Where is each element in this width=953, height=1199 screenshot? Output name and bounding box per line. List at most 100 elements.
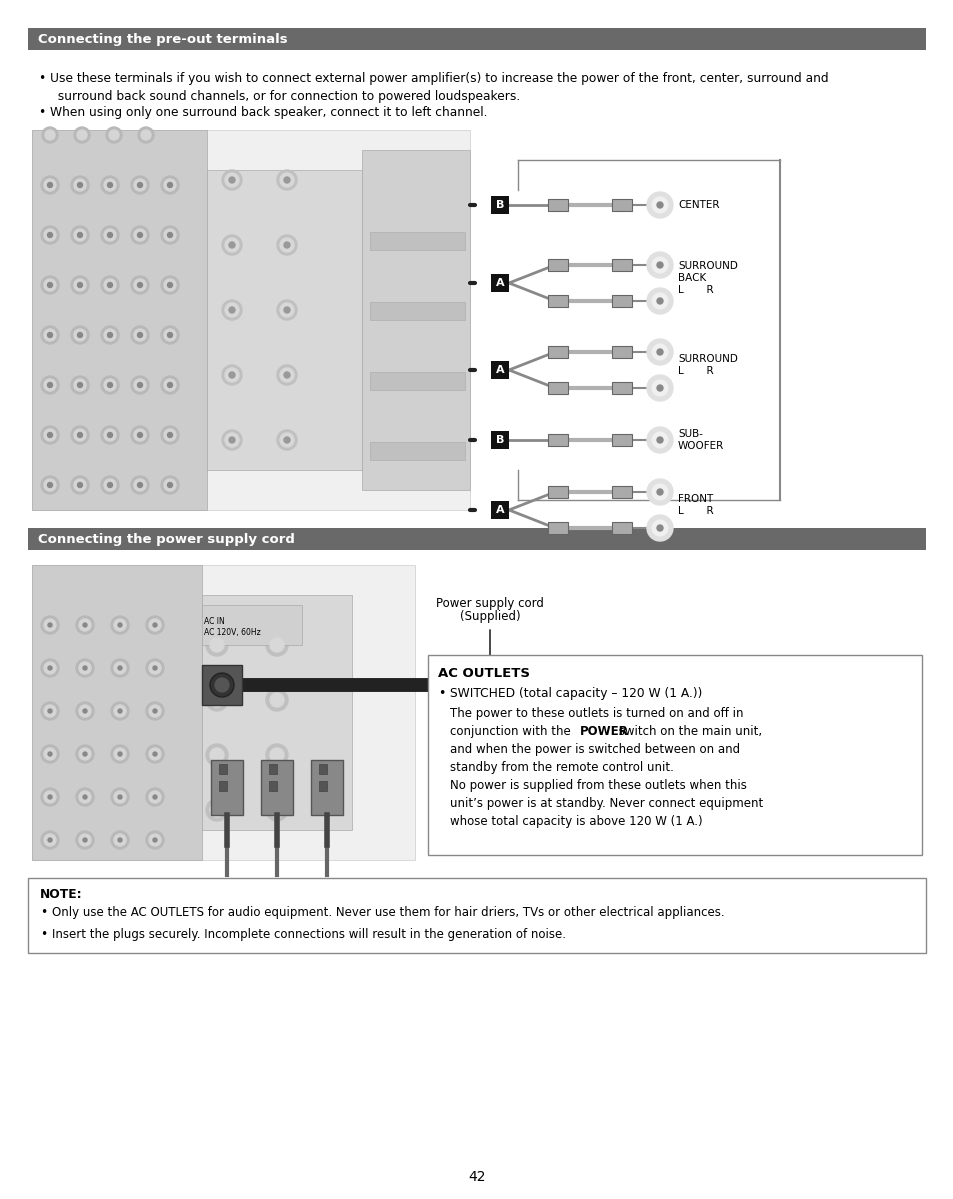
Circle shape (76, 701, 94, 721)
Circle shape (164, 229, 175, 241)
Circle shape (44, 748, 56, 760)
Text: •: • (38, 106, 45, 119)
Circle shape (41, 426, 59, 444)
Bar (612, 486, 631, 498)
Circle shape (657, 263, 662, 269)
Circle shape (161, 376, 179, 394)
Circle shape (131, 426, 149, 444)
Circle shape (41, 476, 59, 494)
Circle shape (44, 478, 56, 492)
Text: B: B (496, 435, 503, 445)
Bar (32, 129, 207, 510)
Circle shape (77, 129, 87, 140)
Circle shape (108, 283, 112, 288)
Circle shape (152, 795, 157, 799)
Circle shape (225, 368, 239, 382)
Circle shape (266, 634, 288, 656)
Circle shape (104, 179, 116, 191)
Circle shape (41, 701, 59, 721)
Circle shape (41, 745, 59, 763)
Circle shape (168, 382, 172, 387)
Circle shape (222, 430, 242, 450)
Circle shape (657, 489, 662, 495)
Circle shape (161, 326, 179, 344)
Circle shape (152, 665, 157, 670)
Circle shape (210, 693, 224, 707)
Circle shape (48, 795, 52, 799)
Bar (547, 295, 567, 307)
Text: Power supply cord: Power supply cord (436, 597, 543, 610)
Bar (370, 442, 464, 460)
Circle shape (161, 176, 179, 194)
Circle shape (71, 376, 89, 394)
Circle shape (101, 276, 119, 294)
Bar (219, 764, 227, 775)
Bar (491, 195, 509, 213)
Text: The power to these outlets is turned on and off in: The power to these outlets is turned on … (450, 707, 742, 721)
Circle shape (44, 429, 56, 441)
Bar (612, 295, 631, 307)
Circle shape (206, 745, 228, 766)
Circle shape (108, 332, 112, 337)
Circle shape (79, 835, 91, 846)
Circle shape (83, 752, 87, 757)
Circle shape (164, 379, 175, 391)
Circle shape (74, 179, 86, 191)
Circle shape (104, 429, 116, 441)
Circle shape (101, 426, 119, 444)
Circle shape (41, 276, 59, 294)
Circle shape (266, 689, 288, 711)
Text: AC OUTLETS: AC OUTLETS (437, 667, 530, 680)
Circle shape (41, 659, 59, 677)
Circle shape (164, 478, 175, 492)
Circle shape (101, 326, 119, 344)
Circle shape (651, 197, 667, 213)
Bar (32, 129, 470, 510)
Bar (530, 667, 558, 703)
Circle shape (77, 182, 82, 187)
Circle shape (44, 179, 56, 191)
Circle shape (44, 329, 56, 341)
Circle shape (646, 375, 672, 400)
Circle shape (137, 433, 142, 438)
Circle shape (104, 329, 116, 341)
Circle shape (149, 835, 161, 846)
Circle shape (229, 372, 234, 378)
Circle shape (77, 233, 82, 237)
Text: and when the power is switched between on and: and when the power is switched between o… (450, 743, 740, 757)
Circle shape (108, 233, 112, 237)
Circle shape (164, 429, 175, 441)
Circle shape (657, 349, 662, 355)
Bar (612, 347, 631, 359)
Circle shape (83, 838, 87, 842)
Circle shape (161, 225, 179, 245)
Circle shape (222, 170, 242, 189)
Circle shape (270, 638, 284, 652)
Circle shape (118, 623, 122, 627)
Circle shape (225, 433, 239, 447)
Circle shape (71, 476, 89, 494)
Bar (370, 231, 464, 251)
Text: unit’s power is at standby. Never connect equipment: unit’s power is at standby. Never connec… (450, 797, 762, 811)
Circle shape (41, 376, 59, 394)
Circle shape (77, 382, 82, 387)
Circle shape (113, 705, 126, 717)
Circle shape (229, 436, 234, 442)
Bar (28, 28, 925, 50)
Text: AC 120V, 60Hz: AC 120V, 60Hz (629, 713, 717, 727)
Bar (428, 655, 921, 855)
Text: SUB-
WOOFER: SUB- WOOFER (678, 429, 723, 451)
Bar (370, 302, 464, 320)
Circle shape (222, 235, 242, 255)
Text: 42: 42 (468, 1170, 485, 1183)
Circle shape (270, 748, 284, 763)
Text: switch on the main unit,: switch on the main unit, (615, 725, 761, 739)
Circle shape (133, 478, 146, 492)
Circle shape (71, 426, 89, 444)
Circle shape (111, 659, 129, 677)
Circle shape (101, 476, 119, 494)
Circle shape (168, 433, 172, 438)
Circle shape (113, 748, 126, 760)
Circle shape (108, 433, 112, 438)
Circle shape (149, 619, 161, 631)
